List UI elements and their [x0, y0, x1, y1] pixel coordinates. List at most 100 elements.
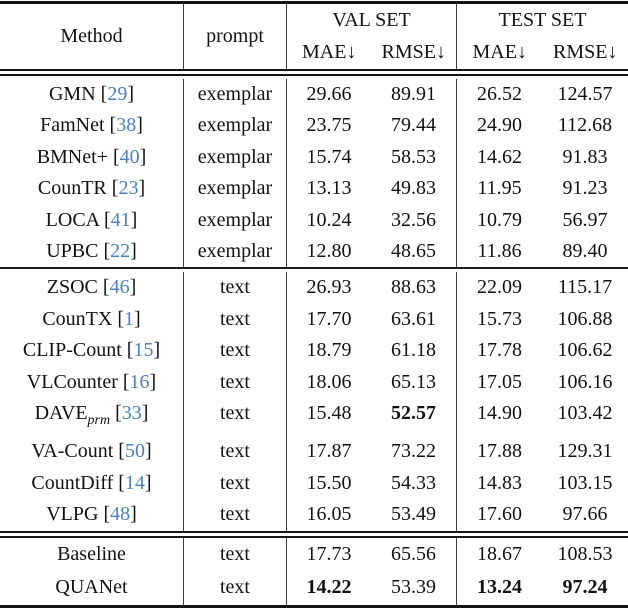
bracket-close: ] [134, 307, 141, 330]
method-label: VA-Count [31, 440, 114, 463]
test-mae-cell: 14.62 [456, 141, 542, 174]
bracket-close: ] [144, 471, 152, 494]
prompt-cell: exemplar [183, 204, 286, 237]
bracket-open: [ [98, 503, 111, 526]
test-rmse-cell: 103.15 [557, 471, 613, 494]
method-cell: VA-Count [50] [0, 436, 183, 467]
val-rmse-cell: 49.83 [391, 177, 436, 200]
prompt-cell: text [183, 303, 286, 336]
val-rmse-cell: 54.33 [391, 471, 436, 494]
citation-link[interactable]: 40 [119, 145, 140, 168]
test-mae-cell: 10.79 [456, 204, 542, 237]
test-mae-cell: 17.78 [456, 335, 542, 367]
bracket-open: [ [113, 471, 125, 494]
bracket-close: ] [138, 177, 146, 200]
test-mae-cell: 14.83 [456, 467, 542, 500]
val-rmse-cell: 52.57 [391, 402, 436, 425]
citation-link[interactable]: 23 [118, 177, 139, 200]
val-mae-cell: 29.66 [286, 79, 371, 111]
method-cell: QUANet [0, 571, 183, 605]
table-row: CounTX [1] text 17.70 63.61 15.73 106.88 [0, 303, 628, 336]
citation-link[interactable]: 33 [121, 402, 142, 425]
val-rmse-cell: 53.39 [391, 576, 436, 599]
method-cell: BMNet+ [40] [0, 142, 183, 173]
prompt-cell: text [183, 398, 286, 437]
prompt-cell: text [183, 499, 286, 531]
bracket-open: [ [112, 307, 124, 330]
method-cell: ZSOC [46] [0, 272, 183, 303]
test-rmse-cell: 106.62 [557, 339, 613, 362]
test-mae-cell: 14.90 [456, 398, 542, 437]
table-row: BMNet+ [40] exemplar 15.74 58.53 14.62 91.83 [0, 141, 628, 174]
test-rmse-cell: 108.53 [557, 542, 613, 565]
val-mae-cell: 17.70 [286, 303, 371, 336]
citation-link[interactable]: 46 [109, 276, 130, 299]
bracket-open: [ [98, 240, 111, 263]
bracket-open: [ [117, 370, 130, 393]
header-prompt: prompt [183, 4, 286, 69]
bracket-close: ] [149, 370, 157, 393]
citation-link[interactable]: 38 [116, 114, 137, 137]
test-mae-cell: 22.09 [456, 272, 542, 304]
val-mae-cell: 15.74 [286, 141, 371, 174]
citation-link[interactable]: 22 [110, 240, 131, 263]
test-rmse-cell: 91.83 [562, 145, 608, 168]
prompt-cell: text [183, 335, 286, 367]
citation-link[interactable]: 15 [133, 339, 154, 362]
test-rmse-cell: 89.40 [562, 240, 608, 263]
citation-link[interactable]: 48 [110, 503, 131, 526]
bracket-close: ] [139, 145, 147, 168]
val-rmse-cell: 79.44 [391, 114, 436, 137]
val-mae-cell: 15.48 [286, 398, 371, 437]
val-rmse-cell: 65.13 [391, 370, 436, 393]
method-label: CounTR [37, 177, 107, 200]
method-cell: CLIP-Count [15] [0, 335, 183, 366]
test-rmse-cell: 106.16 [557, 370, 613, 393]
header-method: Method [60, 25, 123, 47]
bracket-open: [ [107, 145, 120, 168]
citation-link[interactable]: 1 [124, 307, 134, 330]
val-mae-cell: 17.87 [286, 436, 371, 468]
prompt-cell: exemplar [183, 141, 286, 174]
bracket-open: [ [110, 402, 122, 425]
method-cell: FamNet [38] [0, 110, 183, 141]
method-label: UPBC [46, 240, 99, 263]
citation-link[interactable]: 29 [107, 83, 128, 105]
section-exemplar-methods: GMN [29] exemplar 29.66 89.91 26.52 124.57 Fam… [0, 79, 628, 268]
val-rmse-cell: 32.56 [391, 208, 436, 231]
prompt-cell: exemplar [183, 236, 286, 268]
prompt-cell: exemplar [183, 173, 286, 205]
val-rmse-cell: 63.61 [391, 307, 436, 330]
citation-link[interactable]: 16 [129, 370, 150, 393]
bracket-open: [ [121, 339, 134, 362]
test-mae-cell: 15.73 [456, 303, 542, 336]
table-row: CLIP-Count [15] text 18.79 61.18 17.78 106.62 [0, 335, 628, 367]
val-rmse-cell: 73.22 [391, 440, 436, 463]
table-row: FamNet [38] exemplar 23.75 79.44 24.90 112.68 [0, 110, 628, 142]
citation-link[interactable]: 41 [110, 208, 131, 231]
test-rmse-cell: 112.68 [557, 114, 613, 137]
table-row: VA-Count [50] text 17.87 73.22 17.88 129.31 [0, 436, 628, 468]
method-cell: CountDiff [14] [0, 468, 183, 499]
val-mae-cell: 13.13 [286, 173, 371, 205]
bracket-close: ] [130, 503, 137, 526]
header-test-mae: MAE↓ [472, 41, 527, 63]
method-label: LOCA [45, 208, 99, 231]
section-separator-rule [0, 267, 628, 270]
prompt-cell: text [183, 366, 286, 399]
table-row: VLCounter [16] text 18.06 65.13 17.05 106.16 [0, 366, 628, 399]
citation-link[interactable]: 14 [124, 471, 145, 494]
citation-link[interactable]: 50 [124, 440, 145, 463]
table-row: QUANet text 14.22 53.39 13.24 97.24 [0, 571, 628, 605]
table-header: Method prompt VAL SET MAE↓ RMSE↓ TEST SE… [0, 4, 628, 69]
method-cell: DAVEprm [33] [0, 398, 183, 436]
method-label: CounTX [42, 307, 113, 330]
prompt-cell: text [183, 571, 286, 605]
table-row: UPBC [22] exemplar 12.80 48.65 11.86 89.40 [0, 236, 628, 268]
method-label: GMN [48, 83, 96, 105]
test-mae-cell: 24.90 [456, 110, 542, 142]
test-rmse-cell: 106.88 [557, 307, 613, 330]
table-row: GMN [29] exemplar 29.66 89.91 26.52 124.57 [0, 79, 628, 111]
header-val-set-group: VAL SET MAE↓ RMSE↓ [286, 4, 456, 69]
